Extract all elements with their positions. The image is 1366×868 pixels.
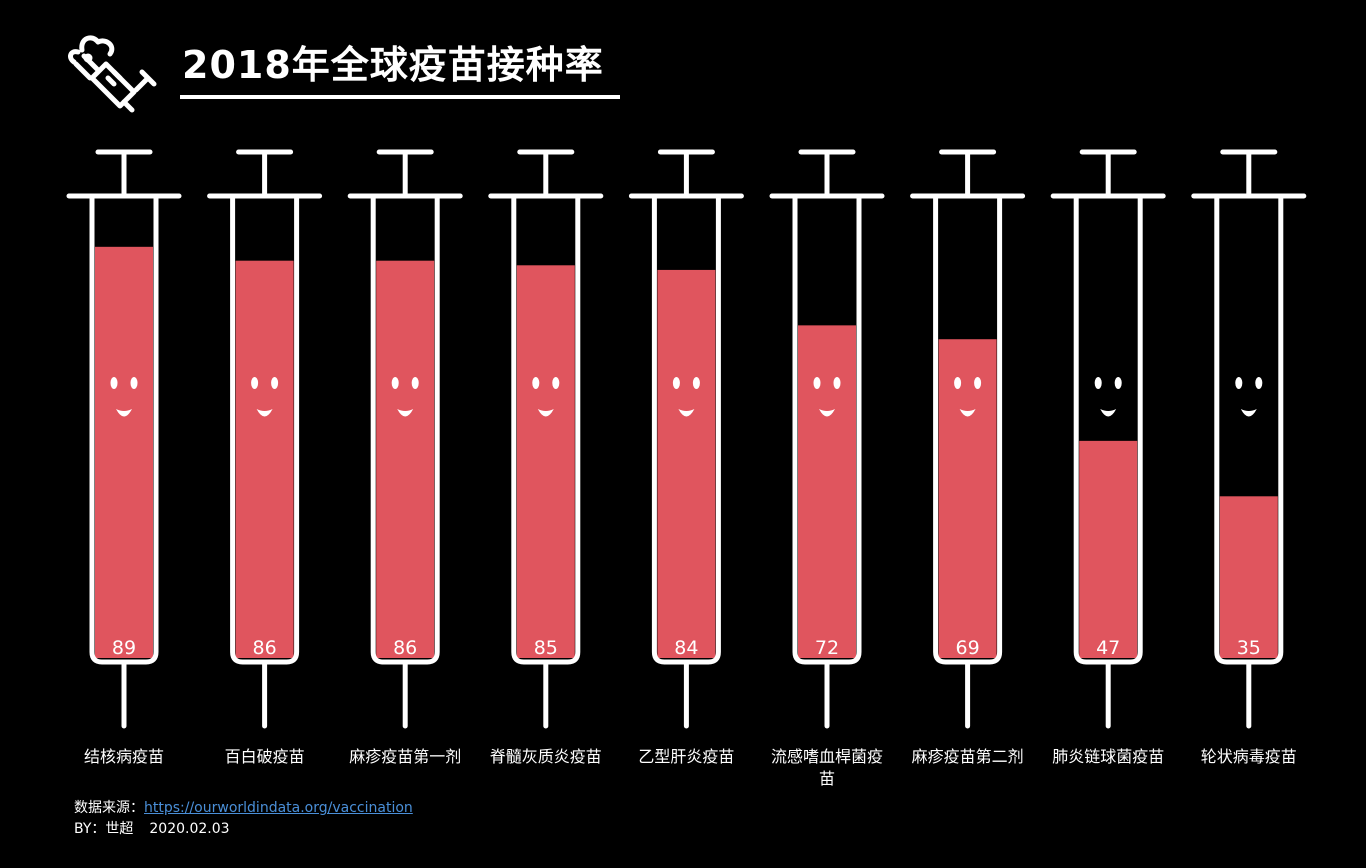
value-label: 35 xyxy=(1237,637,1261,659)
smiley-eye-left xyxy=(251,377,259,389)
smiley-mouth-icon xyxy=(1240,409,1257,417)
smiley-mouth-icon xyxy=(116,409,132,417)
smiley-eye-left xyxy=(1235,377,1243,389)
smiley-eye-right xyxy=(692,377,700,389)
smiley-eye-right xyxy=(1114,377,1122,389)
smiley-eye-left xyxy=(672,377,680,389)
bar-fill xyxy=(1079,440,1138,658)
smiley-eye-left xyxy=(532,377,540,389)
category-label: 百白破疫苗 xyxy=(225,747,305,766)
title-underline xyxy=(180,95,620,99)
smiley-eye-left xyxy=(391,377,399,389)
value-label: 69 xyxy=(956,637,980,659)
bar-fill xyxy=(516,265,575,658)
smiley-mouth-icon xyxy=(678,409,695,417)
value-label: 84 xyxy=(674,637,698,659)
category-label: 结核病疫苗 xyxy=(84,747,164,766)
smiley-mouth-icon xyxy=(397,409,414,417)
author-label: BY：世超 xyxy=(74,821,134,837)
smiley-eye-left xyxy=(1094,377,1102,389)
category-label: 肺炎链球菌疫苗 xyxy=(1052,747,1164,766)
bar-fill xyxy=(95,246,153,658)
value-label: 72 xyxy=(815,637,839,659)
value-label: 86 xyxy=(393,637,417,659)
category-label: 流感嗜血桿菌疫 xyxy=(771,747,883,766)
value-label: 85 xyxy=(534,637,558,659)
smiley-mouth-icon xyxy=(537,409,554,417)
bar-fill xyxy=(938,339,997,658)
byline: BY：世超 2020.02.03 xyxy=(74,818,230,838)
bar-fill xyxy=(376,260,435,658)
smiley-eye-left xyxy=(954,377,962,389)
source-label: 数据来源： xyxy=(74,800,144,816)
smiley-eye-right xyxy=(271,377,279,389)
category-label: 苗 xyxy=(819,769,835,788)
smiley-eye-right xyxy=(130,377,138,389)
category-label: 乙型肝炎疫苗 xyxy=(638,747,734,766)
category-label: 脊髓灰质炎疫苗 xyxy=(490,747,602,766)
smiley-eye-right xyxy=(833,377,841,389)
value-label: 86 xyxy=(253,637,277,659)
value-label: 89 xyxy=(112,637,136,659)
category-label: 麻疹疫苗第一剂 xyxy=(349,747,461,766)
smiley-mouth-icon xyxy=(959,409,976,417)
page-title: 2018年全球疫苗接种率 xyxy=(182,43,604,87)
smiley-mouth-icon xyxy=(819,409,835,417)
smiley-mouth-icon xyxy=(1100,409,1117,417)
smiley-eye-left xyxy=(110,377,118,389)
category-label: 轮状病毒疫苗 xyxy=(1201,747,1297,766)
date-label: 2020.02.03 xyxy=(149,821,230,837)
smiley-eye-right xyxy=(1255,377,1263,389)
source-link[interactable]: https://ourworldindata.org/vaccination xyxy=(144,800,413,816)
syringe-logo-icon xyxy=(68,35,157,113)
bar-fill xyxy=(1219,496,1278,658)
smiley-eye-left xyxy=(813,377,821,389)
smiley-eye-right xyxy=(552,377,560,389)
bar-fill xyxy=(798,325,856,658)
bar-fill xyxy=(235,260,294,658)
bar-fill xyxy=(657,269,716,658)
smiley-eye-right xyxy=(411,377,419,389)
smiley-eye-right xyxy=(974,377,982,389)
smiley-mouth-icon xyxy=(256,409,273,417)
value-label: 47 xyxy=(1096,637,1120,659)
category-label: 麻疹疫苗第二剂 xyxy=(912,747,1024,766)
source-line: 数据来源：https://ourworldindata.org/vaccinat… xyxy=(74,797,413,817)
